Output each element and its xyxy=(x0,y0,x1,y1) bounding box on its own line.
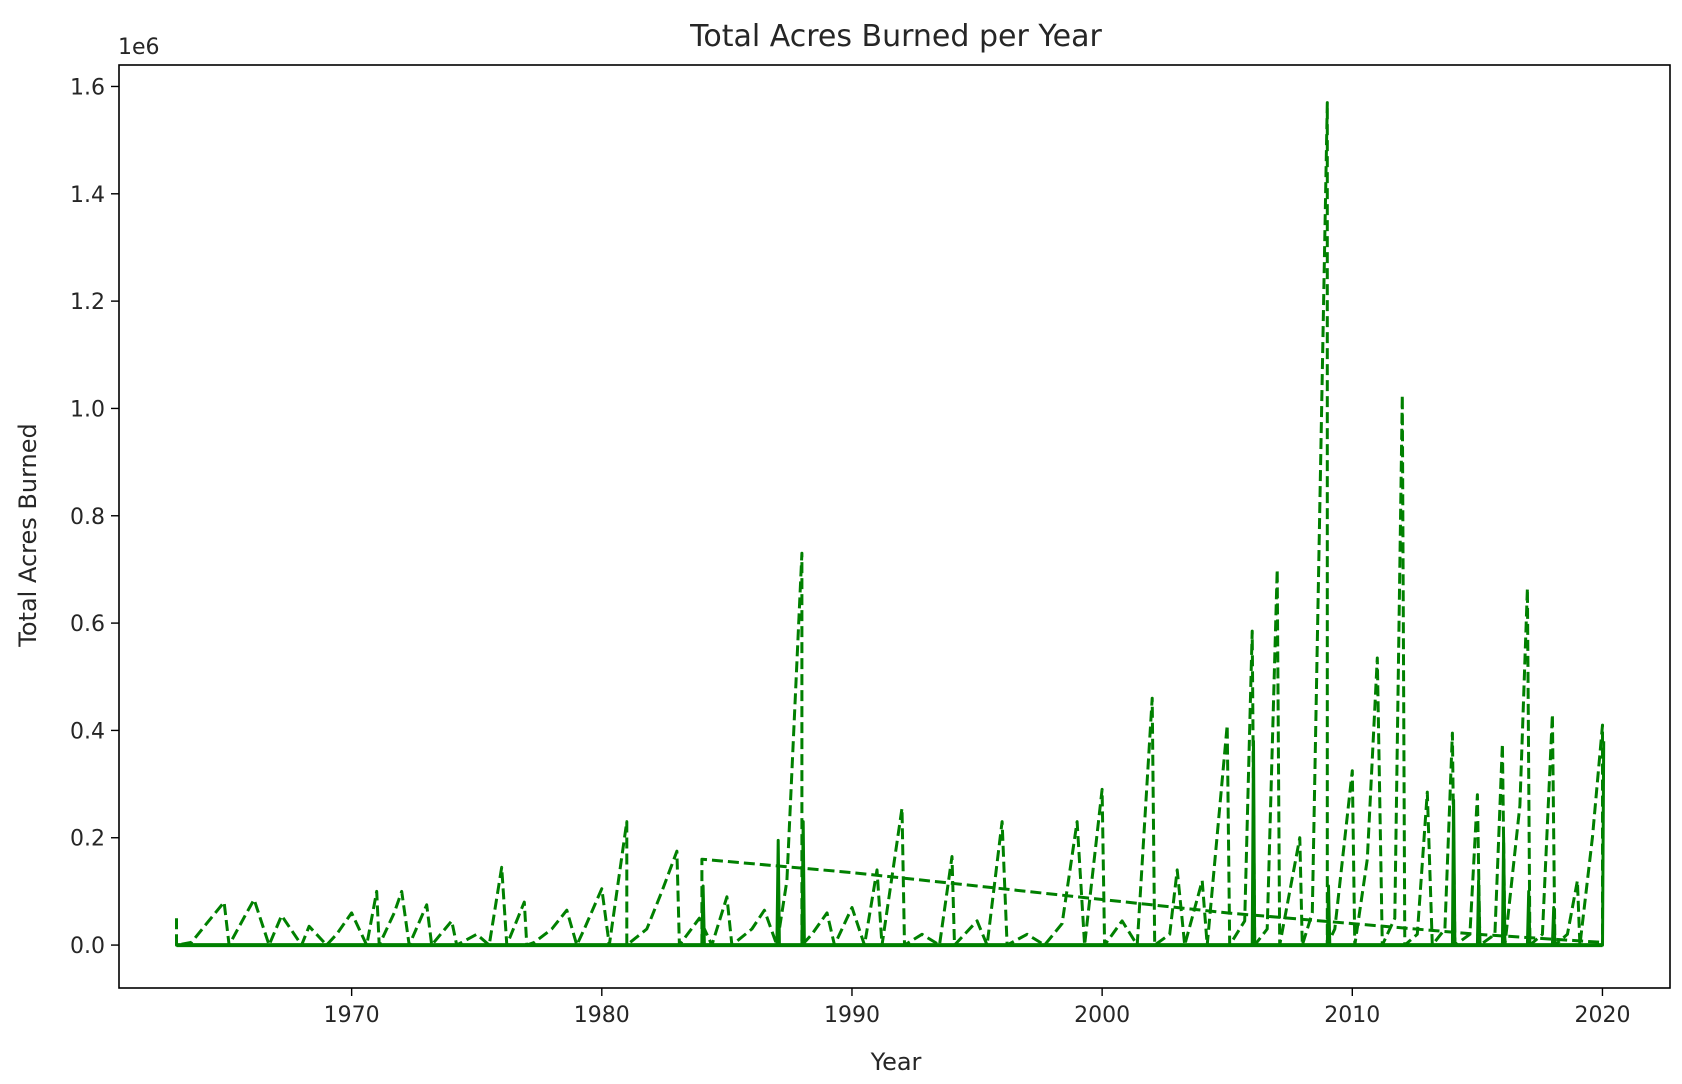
x-axis-ticks: 1970 1980 1990 2000 2010 2020 xyxy=(324,988,1630,1028)
y-offset-label: 1e6 xyxy=(118,35,160,60)
series-line-2 xyxy=(700,857,1603,946)
x-tick-label: 2010 xyxy=(1324,1003,1380,1028)
y-tick-label: 0.4 xyxy=(70,719,105,744)
y-tick-label: 1.6 xyxy=(70,75,105,100)
y-axis-ticks: 0.0 0.2 0.4 0.6 0.8 1.0 1.2 1.4 1.6 xyxy=(70,75,119,959)
y-tick-label: 1.0 xyxy=(70,397,105,422)
x-tick-label: 1990 xyxy=(824,1003,880,1028)
x-tick-label: 1980 xyxy=(574,1003,630,1028)
chart-title: Total Acres Burned per Year xyxy=(689,19,1102,54)
series-line-3 xyxy=(176,739,1606,947)
x-tick-label: 2000 xyxy=(1074,1003,1130,1028)
y-tick-label: 1.2 xyxy=(70,290,105,315)
y-tick-label: 0.0 xyxy=(70,934,105,959)
y-axis-label: Total Acres Burned xyxy=(14,423,42,647)
plot-frame xyxy=(118,64,1671,989)
x-axis-label: Year xyxy=(870,1048,922,1076)
x-tick-label: 1970 xyxy=(324,1003,380,1028)
series-line-1 xyxy=(175,101,1604,947)
y-tick-label: 1.4 xyxy=(70,183,105,208)
plot-area xyxy=(175,101,1606,948)
x-tick-label: 2020 xyxy=(1574,1003,1630,1028)
y-tick-label: 0.2 xyxy=(70,827,105,852)
y-tick-label: 0.8 xyxy=(70,505,105,530)
y-tick-label: 0.6 xyxy=(70,612,105,637)
